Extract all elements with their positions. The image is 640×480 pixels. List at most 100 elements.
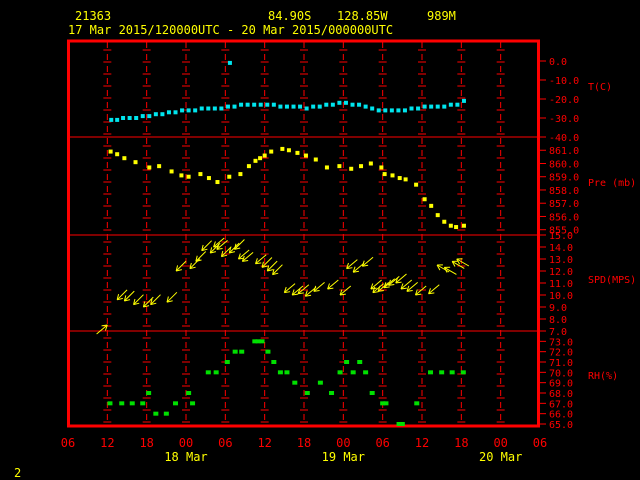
rh-point (259, 339, 265, 344)
temperature-point (173, 110, 178, 115)
y-tick-label: 856.0 (549, 212, 579, 223)
wind-arrow-shaft (238, 249, 250, 260)
wind-arrow (339, 285, 352, 296)
wind-arrow (414, 285, 427, 296)
wind-arrow-head (313, 289, 320, 292)
wind-arrow-head (220, 250, 224, 257)
temperature-point (324, 102, 329, 107)
temperature-point (193, 108, 198, 113)
wind-arrow-head (339, 289, 343, 296)
pressure-point (313, 157, 318, 162)
wind-arrow (428, 284, 440, 295)
wind-arrow-head (210, 251, 217, 254)
wind-arrow-head (327, 283, 330, 290)
x-tick-label: 06 (61, 436, 75, 450)
rh-point (344, 360, 350, 364)
wind-arrow-head (292, 293, 299, 296)
wind-arrow-head (195, 255, 198, 262)
wind-arrow-shaft (195, 251, 207, 262)
temperature-point (239, 102, 244, 107)
wind-arrow-shaft (166, 291, 178, 303)
wind-arrow-head (116, 294, 120, 300)
wind-arrow-shaft (116, 289, 128, 301)
wind-arrow-shaft (124, 290, 135, 302)
wind-arrow-head (451, 261, 456, 267)
wind-arrow-shaft (234, 239, 245, 250)
x-tick-label: 18 (297, 436, 311, 450)
y-tick-label: 11.0 (549, 279, 573, 290)
wind-arrow-head (166, 296, 169, 303)
wind-arrow (395, 273, 407, 284)
wind-arrow-shaft (400, 279, 413, 290)
y-tick-label: 13.0 (549, 255, 573, 266)
rh-point (396, 422, 402, 426)
rh-point (399, 422, 405, 426)
rh-point (317, 380, 323, 385)
wind-arrow-head (456, 258, 461, 265)
wind-arrow-head (353, 270, 360, 273)
station-id: 21363 (75, 9, 112, 23)
rh-point (363, 370, 369, 375)
temperature-point (442, 104, 447, 109)
wind-arrow-head (272, 268, 275, 275)
wind-arrow-head (415, 293, 422, 296)
temperature-point (206, 106, 211, 111)
temperature-point (455, 102, 460, 107)
temperature-point (402, 108, 407, 113)
x-tick-label: 06 (375, 436, 389, 450)
rh-point (186, 391, 192, 395)
wind-arrow-shaft (339, 285, 352, 296)
rh-point (329, 391, 335, 395)
wind-arrow (201, 240, 212, 252)
wind-arrow-head (291, 289, 295, 296)
pressure-point (403, 177, 408, 182)
wind-arrow-head (372, 291, 379, 294)
temperature-point (160, 112, 165, 117)
y-tick-label: 10.0 (549, 291, 573, 302)
wind-arrow-head (117, 297, 123, 301)
wind-arrow-head (104, 324, 108, 331)
temperature-point (134, 116, 139, 120)
wind-arrow-shaft (261, 257, 273, 268)
wind-arrow-shaft (255, 254, 267, 265)
wind-arrow (406, 282, 418, 292)
wind-arrow-head (166, 300, 173, 303)
temperature-point (109, 117, 114, 122)
wind-arrow (96, 324, 108, 335)
wind-arrow-shaft (216, 240, 228, 250)
temperature-point (121, 116, 126, 120)
pressure-point (108, 149, 113, 154)
wind-arrow-shaft (228, 242, 240, 254)
pressure-point (280, 146, 285, 151)
temperature-point (435, 104, 440, 109)
x-tick-label: 06 (533, 436, 547, 450)
rh-point (304, 391, 310, 395)
wind-arrow-shaft (327, 279, 339, 290)
wind-arrow-shaft (436, 264, 450, 273)
wind-arrow-head (313, 285, 317, 292)
wind-arrow (189, 258, 201, 270)
wind-arrow (372, 283, 384, 294)
wind-arrow-head (237, 253, 241, 260)
wind-arrow-head (101, 324, 108, 327)
wind-arrow-head (234, 247, 241, 250)
wind-arrow-shaft (150, 294, 161, 305)
rh-point (190, 401, 196, 406)
pressure-point (349, 166, 354, 171)
wind-arrow (272, 264, 283, 276)
rh-point (119, 401, 125, 406)
rh-point (129, 401, 135, 406)
wind-arrow-shaft (133, 294, 144, 305)
pressure-point (442, 219, 447, 224)
pressure-point (258, 156, 263, 161)
wind-arrow-head (123, 295, 127, 302)
wind-arrow-head (195, 259, 202, 262)
wind-arrow-shaft (213, 237, 225, 248)
pressure-point (414, 182, 419, 187)
wind-arrow-shaft (406, 282, 418, 292)
y-tick-label: -20.0 (549, 95, 579, 106)
wind-arrow-head (327, 287, 334, 290)
rh-point (213, 370, 219, 375)
wind-arrow-shaft (313, 282, 325, 292)
wind-arrow-head (352, 266, 356, 273)
